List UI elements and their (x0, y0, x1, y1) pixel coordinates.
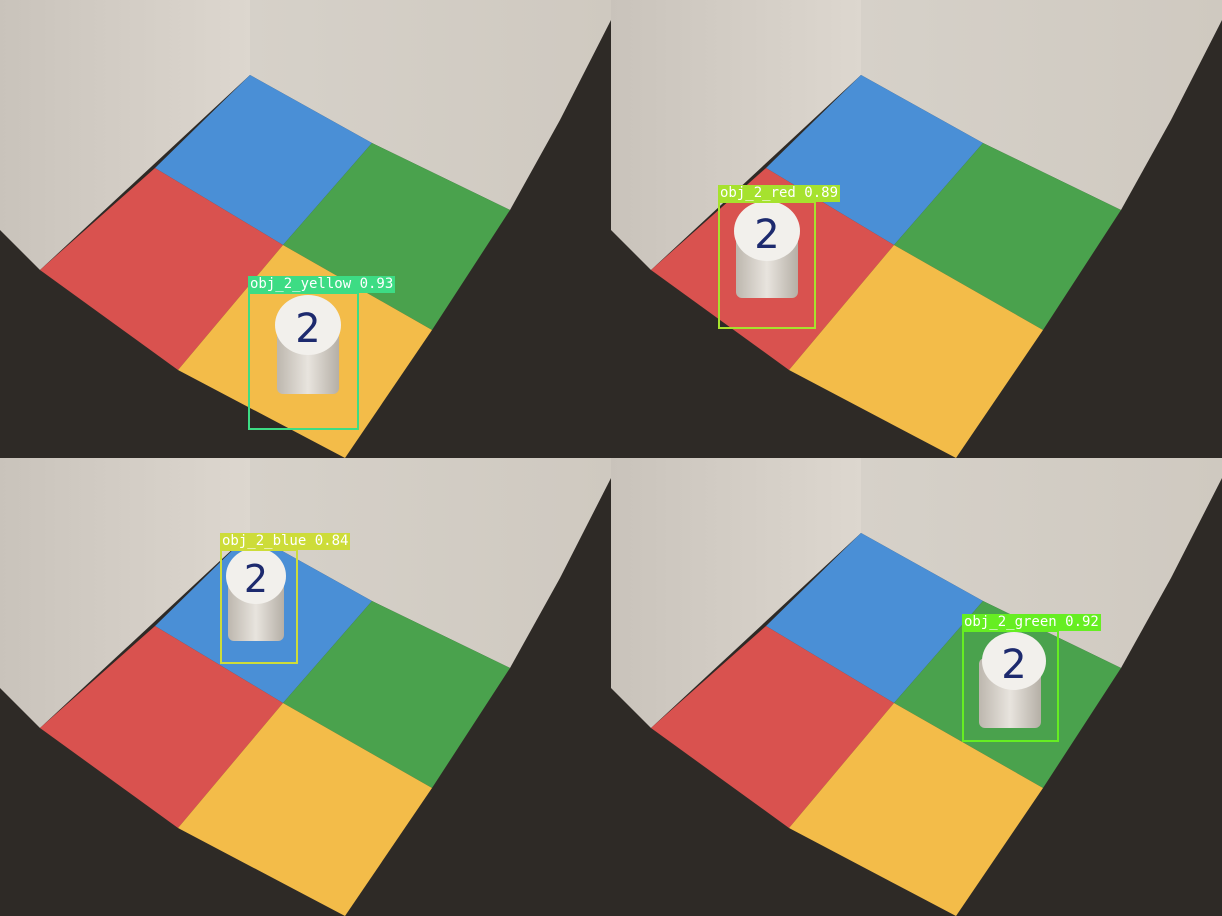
bounding-box (718, 201, 816, 329)
bounding-box (220, 549, 298, 664)
bounding-box (248, 292, 359, 430)
panel-bottom-right: 2 obj_2_green 0.92 (611, 458, 1222, 916)
bounding-box (962, 630, 1059, 742)
scene-image: 2 (611, 458, 1222, 916)
detection-label: obj_2_red 0.89 (718, 185, 840, 202)
panel-top-left: 2 obj_2_yellow 0.93 (0, 0, 611, 458)
panel-bottom-left: 2 obj_2_blue 0.84 (0, 458, 611, 916)
scene-image: 2 (0, 458, 611, 916)
panel-top-right: 2 obj_2_red 0.89 (611, 0, 1222, 458)
detection-label: obj_2_blue 0.84 (220, 533, 350, 550)
detection-label: obj_2_yellow 0.93 (248, 276, 395, 293)
scene-image: 2 (611, 0, 1222, 458)
detection-label: obj_2_green 0.92 (962, 614, 1101, 631)
